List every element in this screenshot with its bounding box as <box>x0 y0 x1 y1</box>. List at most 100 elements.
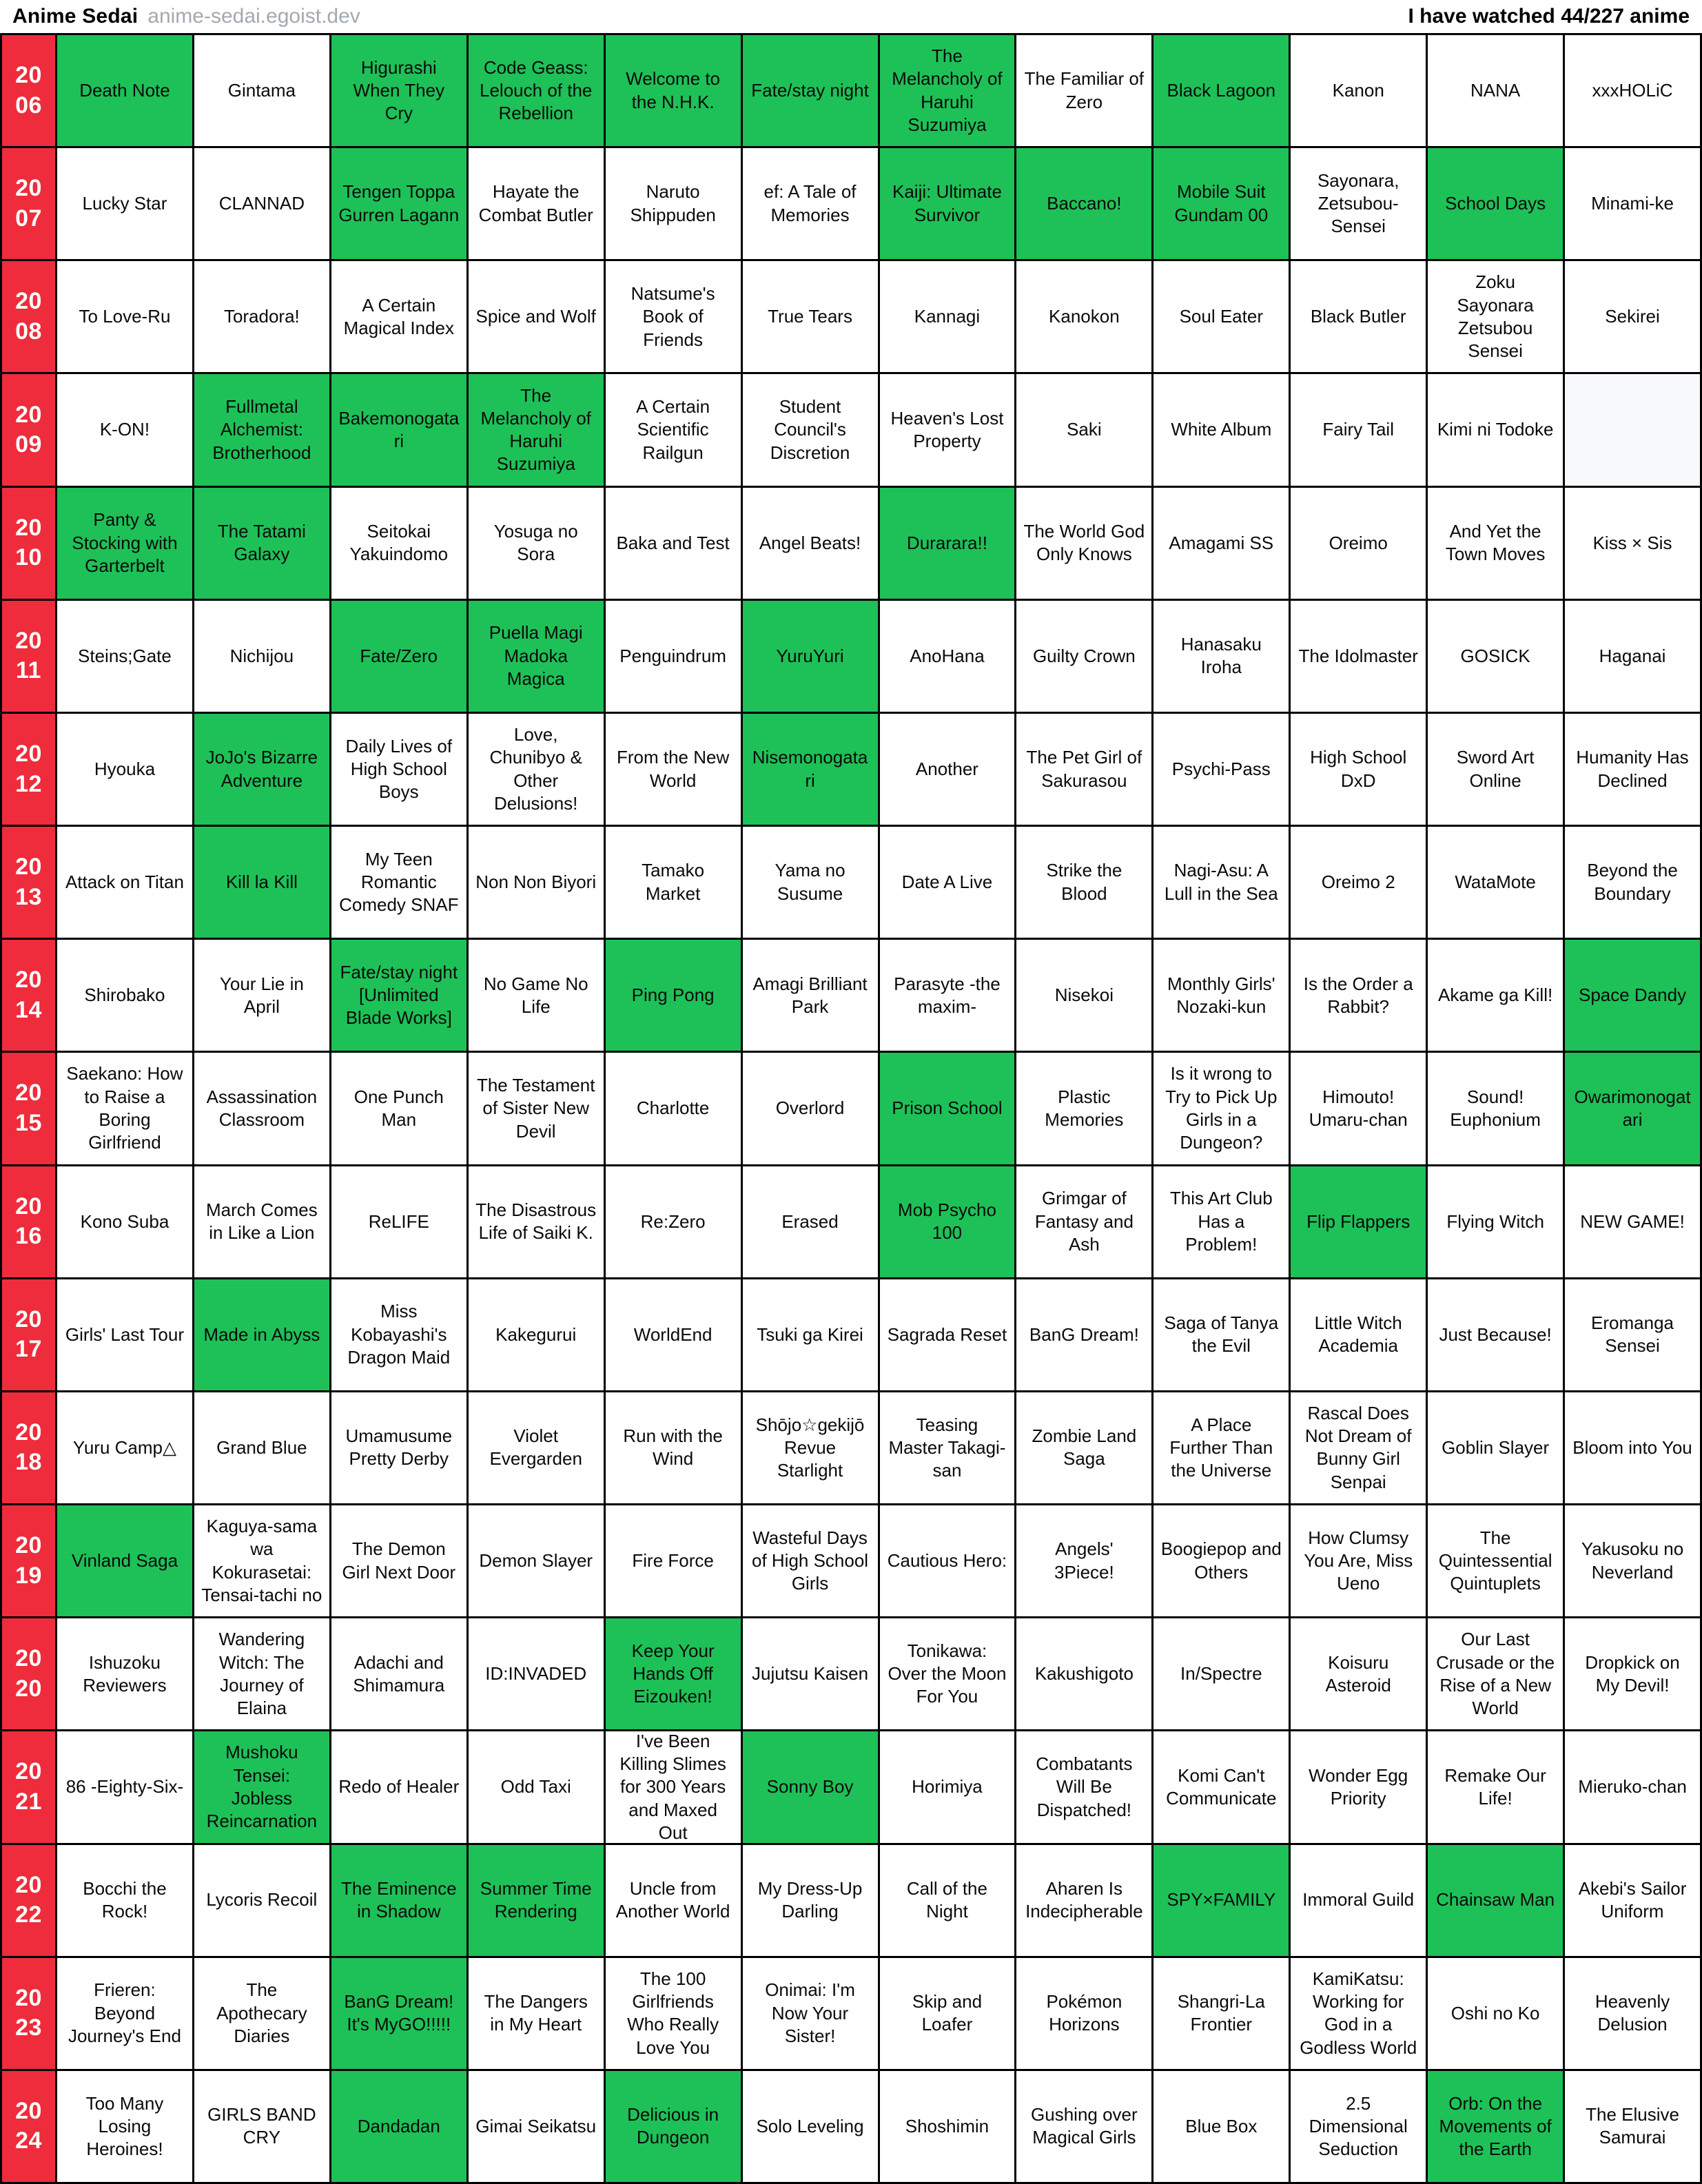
anime-cell[interactable]: Amagi Brilliant Park <box>742 940 878 1051</box>
anime-cell[interactable]: Nisekoi <box>1016 940 1152 1051</box>
anime-cell[interactable]: Death Note <box>57 35 192 147</box>
anime-cell[interactable]: Frieren: Beyond Journey's End <box>57 1957 192 2069</box>
anime-cell[interactable]: Angel Beats! <box>742 487 878 599</box>
anime-cell[interactable]: Zoku Sayonara Zetsubou Sensei <box>1428 261 1563 373</box>
anime-cell[interactable]: Ishuzoku Reviewers <box>57 1618 192 1730</box>
anime-cell[interactable]: Kanokon <box>1016 261 1152 373</box>
anime-cell[interactable]: A Certain Magical Index <box>331 261 466 373</box>
anime-cell[interactable]: Overlord <box>742 1053 878 1164</box>
anime-cell[interactable]: Oreimo 2 <box>1291 827 1426 938</box>
anime-cell[interactable]: Re:Zero <box>605 1166 741 1277</box>
anime-cell[interactable]: I've Been Killing Slimes for 300 Years a… <box>605 1731 741 1843</box>
anime-cell[interactable]: Attack on Titan <box>57 827 192 938</box>
anime-cell[interactable]: Girls' Last Tour <box>57 1279 192 1390</box>
anime-cell[interactable]: ReLIFE <box>331 1166 466 1277</box>
anime-cell[interactable]: Oshi no Ko <box>1428 1957 1563 2069</box>
anime-cell[interactable]: Kanon <box>1291 35 1426 147</box>
anime-cell[interactable]: Umamusume Pretty Derby <box>331 1392 466 1504</box>
anime-cell[interactable]: Kaguya-sama wa Kokurasetai: Tensai-tachi… <box>194 1505 329 1617</box>
anime-cell[interactable]: Wonder Egg Priority <box>1291 1731 1426 1843</box>
anime-cell[interactable]: Pokémon Horizons <box>1016 1957 1152 2069</box>
anime-cell[interactable]: Strike the Blood <box>1016 827 1152 938</box>
anime-cell[interactable]: The Melancholy of Haruhi Suzumiya <box>879 35 1015 147</box>
anime-cell[interactable]: ID:INVADED <box>468 1618 604 1730</box>
anime-cell[interactable]: Bakemonogatari <box>331 374 466 486</box>
anime-cell[interactable]: Tengen Toppa Gurren Lagann <box>331 148 466 260</box>
anime-cell[interactable]: SPY×FAMILY <box>1154 1844 1289 1956</box>
anime-cell[interactable]: Remake Our Life! <box>1428 1731 1563 1843</box>
anime-cell[interactable]: WataMote <box>1428 827 1563 938</box>
anime-cell[interactable]: Jujutsu Kaisen <box>742 1618 878 1730</box>
anime-cell[interactable]: Hyouka <box>57 713 192 825</box>
anime-cell[interactable]: Sagrada Reset <box>879 1279 1015 1390</box>
anime-cell[interactable]: AnoHana <box>879 600 1015 712</box>
anime-cell[interactable]: Kannagi <box>879 261 1015 373</box>
anime-cell[interactable]: Humanity Has Declined <box>1565 713 1700 825</box>
anime-cell[interactable]: The Familiar of Zero <box>1016 35 1152 147</box>
anime-cell[interactable]: Vinland Saga <box>57 1505 192 1617</box>
anime-cell[interactable]: Shangri-La Frontier <box>1154 1957 1289 2069</box>
anime-cell[interactable]: Yuru Camp△ <box>57 1392 192 1504</box>
anime-cell[interactable]: March Comes in Like a Lion <box>194 1166 329 1277</box>
anime-cell[interactable]: Lucky Star <box>57 148 192 260</box>
anime-cell[interactable]: The Idolmaster <box>1291 600 1426 712</box>
anime-cell[interactable]: Koisuru Asteroid <box>1291 1618 1426 1730</box>
anime-cell[interactable]: BanG Dream! It's MyGO!!!!! <box>331 1957 466 2069</box>
anime-cell[interactable]: Mushoku Tensei: Jobless Reincarnation <box>194 1731 329 1843</box>
anime-cell[interactable]: Chainsaw Man <box>1428 1844 1563 1956</box>
anime-cell[interactable]: WorldEnd <box>605 1279 741 1390</box>
anime-cell[interactable]: YuruYuri <box>742 600 878 712</box>
anime-cell[interactable]: Keep Your Hands Off Eizouken! <box>605 1618 741 1730</box>
anime-cell[interactable]: Solo Leveling <box>742 2070 878 2182</box>
anime-cell[interactable]: Aharen Is Indecipherable <box>1016 1844 1152 1956</box>
anime-cell[interactable]: Nagi-Asu: A Lull in the Sea <box>1154 827 1289 938</box>
anime-cell[interactable]: The Eminence in Shadow <box>331 1844 466 1956</box>
anime-cell[interactable]: KamiKatsu: Working for God in a Godless … <box>1291 1957 1426 2069</box>
anime-cell[interactable]: Daily Lives of High School Boys <box>331 713 466 825</box>
anime-cell[interactable]: Space Dandy <box>1565 940 1700 1051</box>
anime-cell[interactable]: How Clumsy You Are, Miss Ueno <box>1291 1505 1426 1617</box>
anime-cell[interactable]: Ping Pong <box>605 940 741 1051</box>
anime-cell[interactable]: Mobile Suit Gundam 00 <box>1154 148 1289 260</box>
anime-cell[interactable]: This Art Club Has a Problem! <box>1154 1166 1289 1277</box>
anime-cell[interactable]: The Tatami Galaxy <box>194 487 329 599</box>
anime-cell[interactable]: My Teen Romantic Comedy SNAF <box>331 827 466 938</box>
anime-cell[interactable]: Shirobako <box>57 940 192 1051</box>
anime-cell[interactable]: Psychi-Pass <box>1154 713 1289 825</box>
anime-cell[interactable]: The 100 Girlfriends Who Really Love You <box>605 1957 741 2069</box>
anime-cell[interactable]: Puella Magi Madoka Magica <box>468 600 604 712</box>
anime-cell[interactable]: Sayonara, Zetsubou-Sensei <box>1291 148 1426 260</box>
anime-cell[interactable]: BanG Dream! <box>1016 1279 1152 1390</box>
anime-cell[interactable]: 2.5 Dimensional Seduction <box>1291 2070 1426 2182</box>
anime-cell[interactable]: Akame ga Kill! <box>1428 940 1563 1051</box>
anime-cell[interactable]: NANA <box>1428 35 1563 147</box>
anime-cell[interactable]: Fairy Tail <box>1291 374 1426 486</box>
anime-cell[interactable]: Wasteful Days of High School Girls <box>742 1505 878 1617</box>
anime-cell[interactable]: Minami-ke <box>1565 148 1700 260</box>
anime-cell[interactable]: K-ON! <box>57 374 192 486</box>
anime-cell[interactable]: A Certain Scientific Railgun <box>605 374 741 486</box>
anime-cell[interactable]: Higurashi When They Cry <box>331 35 466 147</box>
anime-cell[interactable]: Skip and Loafer <box>879 1957 1015 2069</box>
anime-cell[interactable]: Oreimo <box>1291 487 1426 599</box>
anime-cell[interactable]: One Punch Man <box>331 1053 466 1164</box>
anime-cell[interactable]: Goblin Slayer <box>1428 1392 1563 1504</box>
anime-cell[interactable]: Charlotte <box>605 1053 741 1164</box>
anime-cell[interactable]: Saga of Tanya the Evil <box>1154 1279 1289 1390</box>
anime-cell[interactable]: Kono Suba <box>57 1166 192 1277</box>
anime-cell[interactable]: Monthly Girls' Nozaki-kun <box>1154 940 1289 1051</box>
anime-cell[interactable]: Baka and Test <box>605 487 741 599</box>
anime-cell[interactable]: Durarara!! <box>879 487 1015 599</box>
anime-cell[interactable]: Fate/stay night <box>742 35 878 147</box>
anime-cell[interactable]: The Melancholy of Haruhi Suzumiya <box>468 374 604 486</box>
anime-cell[interactable]: Toradora! <box>194 261 329 373</box>
anime-cell[interactable]: Mieruko-chan <box>1565 1731 1700 1843</box>
anime-cell[interactable]: 86 -Eighty-Six- <box>57 1731 192 1843</box>
anime-cell[interactable]: Is the Order a Rabbit? <box>1291 940 1426 1051</box>
anime-cell[interactable]: ef: A Tale of Memories <box>742 148 878 260</box>
anime-cell[interactable]: Yama no Susume <box>742 827 878 938</box>
anime-cell[interactable]: Haganai <box>1565 600 1700 712</box>
anime-cell[interactable]: Hayate the Combat Butler <box>468 148 604 260</box>
anime-cell[interactable]: Demon Slayer <box>468 1505 604 1617</box>
anime-cell[interactable]: Shōjo☆gekijō Revue Starlight <box>742 1392 878 1504</box>
